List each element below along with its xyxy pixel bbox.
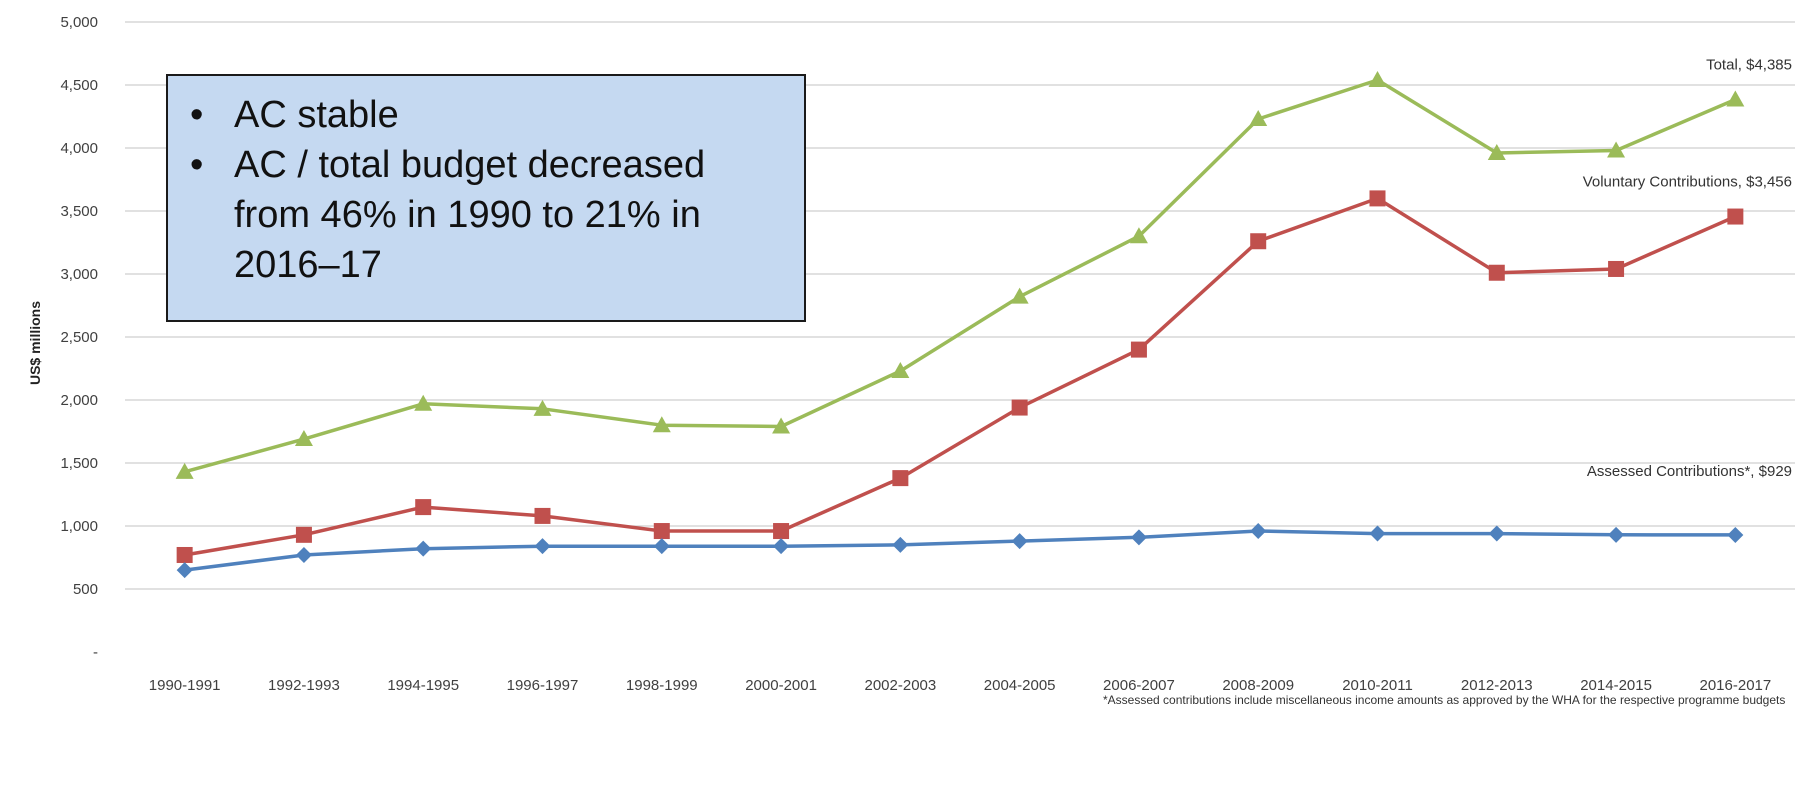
voluntary-point	[415, 499, 432, 516]
total-point	[1487, 144, 1506, 161]
callout-bullet-text: AC stable	[234, 94, 399, 136]
y-tick-label: -	[93, 644, 98, 661]
assessed-point	[1011, 533, 1028, 550]
assessed-series-label: Assessed Contributions*, $929	[1587, 463, 1792, 480]
callout-box: • AC stable • AC / total budget decreased …	[166, 74, 806, 322]
assessed-point	[176, 562, 193, 579]
voluntary-series-label: Voluntary Contributions, $3,456	[1583, 174, 1792, 191]
x-tick-label: 2004-2005	[984, 677, 1056, 694]
voluntary-point	[176, 546, 193, 563]
assessed-series-line	[184, 529, 1736, 572]
total-point	[175, 462, 194, 479]
assessed-series	[176, 523, 1744, 579]
y-tick-label: 1,500	[60, 455, 98, 472]
x-tick-label: 2010-2011	[1342, 677, 1413, 694]
y-tick-label: 3,500	[60, 203, 98, 220]
voluntary-point	[534, 507, 551, 524]
y-tick-label: 2,500	[60, 329, 98, 346]
total-point	[414, 394, 433, 411]
total-point	[1726, 90, 1745, 107]
total-point	[294, 430, 313, 447]
x-tick-label: 2002-2003	[864, 677, 936, 694]
assessed-point	[773, 538, 790, 555]
x-tick-label: 2012-2013	[1461, 677, 1533, 694]
assessed-point	[295, 546, 312, 563]
series-labels: Total, $4,385 Voluntary Contributions, $3…	[1583, 56, 1792, 479]
y-axis-label: US$ millions	[27, 301, 43, 385]
x-tick-label: 2014-2015	[1580, 677, 1652, 694]
x-tick-label: 2006-2007	[1103, 677, 1175, 694]
x-tick-label: 1990-1991	[149, 677, 221, 694]
voluntary-point	[1488, 264, 1505, 281]
voluntary-point	[1011, 399, 1028, 416]
voluntary-series	[176, 190, 1744, 563]
voluntary-point	[1727, 208, 1744, 225]
y-tick-label: 4,000	[60, 140, 98, 157]
y-axis-ticks: - 500 1,000 1,500 2,000 2,500 3,000 3,500 4,000 4…	[60, 14, 98, 661]
total-point	[1129, 227, 1148, 244]
assessed-point	[415, 540, 432, 557]
voluntary-point	[1250, 233, 1267, 250]
voluntary-point	[295, 526, 312, 543]
total-series	[175, 70, 1745, 479]
assessed-point	[1369, 525, 1386, 542]
voluntary-point	[773, 523, 790, 540]
total-series-label: Total, $4,385	[1706, 56, 1792, 73]
assessed-point	[653, 538, 670, 555]
x-tick-label: 1994-1995	[387, 677, 459, 694]
y-tick-label: 4,500	[60, 77, 98, 94]
assessed-point	[534, 538, 551, 555]
voluntary-point	[1608, 260, 1625, 277]
x-axis-ticks: 1990-1991 1992-1993 1994-1995 1996-1997 1998…	[149, 677, 1771, 694]
x-tick-label: 1998-1999	[626, 677, 698, 694]
callout-bullet: • AC stable	[190, 94, 399, 136]
assessed-point	[1488, 525, 1505, 542]
voluntary-point	[892, 470, 909, 487]
y-tick-label: 3,000	[60, 266, 98, 283]
y-tick-label: 1,000	[60, 518, 98, 535]
total-point	[1249, 110, 1268, 127]
callout-bullet: • AC / total budget decreased from 46% in…	[190, 144, 706, 286]
voluntary-point	[1130, 341, 1147, 358]
assessed-point	[892, 536, 909, 553]
x-tick-label: 2008-2009	[1222, 677, 1294, 694]
series-group	[175, 70, 1745, 579]
total-point	[1368, 70, 1387, 87]
callout-bullet-list: • AC stable • AC / total budget decreased …	[188, 90, 786, 290]
total-point	[652, 416, 671, 433]
y-tick-label: 500	[73, 581, 98, 598]
assessed-point	[1727, 526, 1744, 543]
total-point	[891, 362, 910, 379]
x-tick-label: 1996-1997	[507, 677, 579, 694]
x-tick-label: 2016-2017	[1699, 677, 1771, 694]
x-tick-label: 2000-2001	[745, 677, 817, 694]
assessed-point	[1608, 526, 1625, 543]
y-tick-label: 5,000	[60, 14, 98, 31]
voluntary-point	[653, 523, 670, 540]
x-tick-label: 1992-1993	[268, 677, 340, 694]
footnote: *Assessed contributions include miscella…	[1103, 693, 1786, 707]
total-point	[772, 417, 791, 434]
total-series-line	[184, 78, 1737, 474]
total-point	[533, 399, 552, 416]
voluntary-point	[1369, 190, 1386, 207]
y-tick-label: 2,000	[60, 392, 98, 409]
callout-bullet-text: AC / total budget decreased from 46% in …	[234, 144, 706, 286]
voluntary-series-line	[184, 196, 1737, 557]
assessed-point	[1130, 529, 1147, 546]
assessed-point	[1250, 523, 1267, 540]
total-point	[1010, 287, 1029, 304]
total-point	[1607, 141, 1626, 158]
